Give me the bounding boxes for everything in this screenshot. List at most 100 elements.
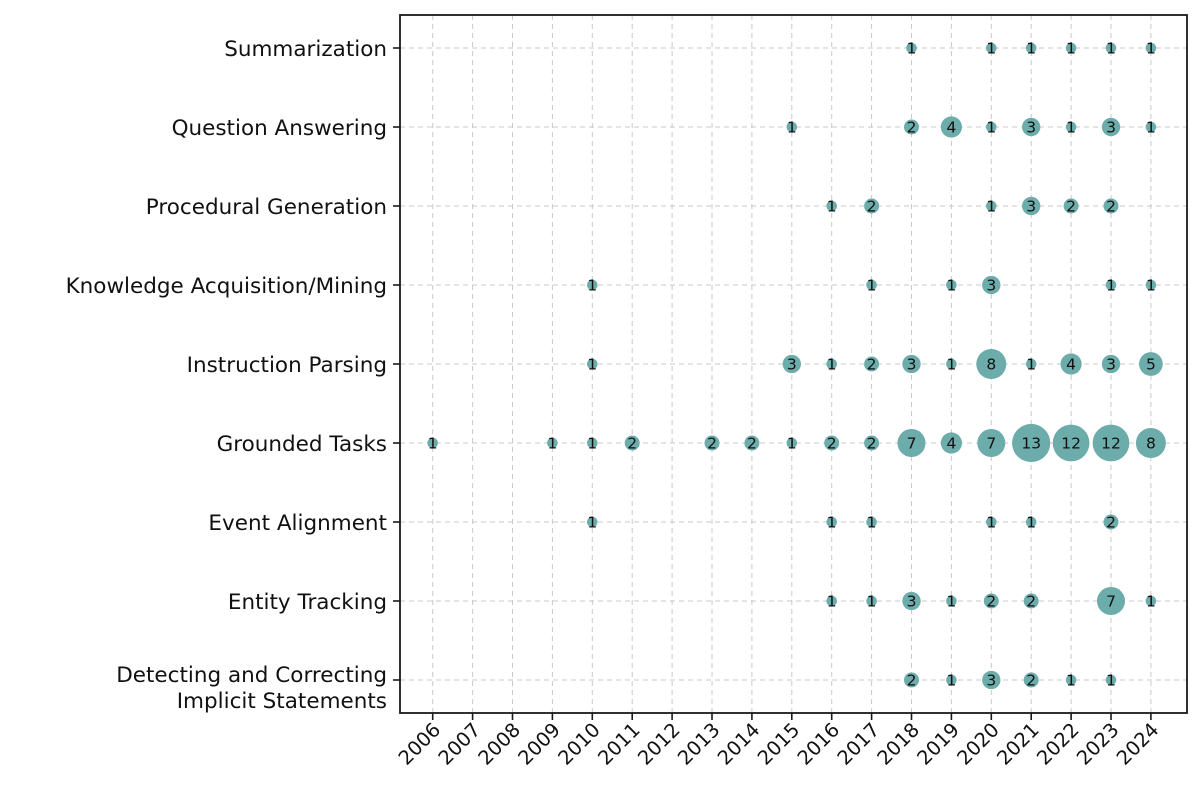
bubble-count-label: 1 (986, 40, 996, 58)
bubble (624, 435, 640, 451)
bubble (1065, 121, 1077, 133)
bubble (1103, 198, 1119, 214)
bubble (864, 435, 880, 451)
bubble (940, 432, 963, 454)
bubble-count-label: 2 (867, 435, 877, 453)
bubble-count-label: 3 (1106, 356, 1116, 374)
bubble-count-label: 7 (907, 435, 917, 453)
bubble-count-label: 4 (946, 119, 956, 137)
bubble-count-label: 2 (986, 593, 996, 611)
bubble-count-label: 1 (1066, 672, 1076, 690)
bubble-count-label: 4 (1066, 356, 1076, 374)
bubble (1025, 516, 1037, 528)
bubble (946, 358, 957, 370)
bubble-count-label: 12 (1061, 435, 1081, 453)
bubble-count-label: 2 (867, 356, 877, 374)
bubble (427, 437, 439, 449)
bubble (1052, 424, 1090, 462)
bubble-count-label: 3 (1026, 198, 1036, 216)
bubble (786, 121, 798, 133)
bubble (1023, 593, 1039, 609)
bubble (1145, 42, 1157, 54)
bubble (1103, 514, 1119, 530)
bubble-count-label: 13 (1021, 435, 1041, 453)
bubble (826, 200, 837, 212)
bubble-count-label: 3 (1106, 119, 1116, 137)
bubble-count-label: 1 (986, 119, 996, 137)
bubble (826, 595, 837, 607)
bubble (864, 356, 880, 372)
bubble (1145, 595, 1157, 607)
bubble (1063, 198, 1079, 214)
bubble (1012, 423, 1051, 463)
bubble (977, 428, 1006, 458)
bubble-count-label: 1 (1026, 356, 1036, 374)
bubble-count-label: 1 (547, 435, 557, 453)
bubble-count-label: 1 (827, 514, 837, 532)
axis-ticks (393, 47, 1152, 720)
bubble (1022, 196, 1041, 216)
bubble-count-label: 3 (986, 672, 996, 690)
x-tick-label: 2012 (633, 718, 684, 769)
bubble (547, 437, 558, 449)
bubble (986, 516, 997, 528)
bubble (866, 279, 877, 291)
bubble (1135, 428, 1166, 458)
y-tick-label: Entity Tracking (228, 590, 387, 615)
bubble (1092, 424, 1130, 462)
bubble (1145, 121, 1157, 133)
x-tick-label: 2017 (833, 718, 884, 769)
x-tick-label: 2011 (593, 718, 644, 769)
bubble-count-label: 1 (787, 435, 797, 453)
y-tick-label: Procedural Generation (146, 195, 387, 220)
bubble (587, 279, 598, 291)
x-tick-label: 2013 (673, 718, 724, 769)
bubble-count-label: 1 (587, 514, 597, 532)
bubble (866, 516, 877, 528)
bubble (587, 437, 598, 449)
bubble (1105, 42, 1117, 54)
bubble-count-label: 5 (1146, 356, 1156, 374)
bubble-count-label: 1 (1146, 277, 1156, 295)
bubble-count-label: 12 (1101, 435, 1121, 453)
x-tick-label: 2018 (873, 718, 924, 769)
bubble (826, 358, 837, 370)
bubble (1105, 674, 1117, 686)
bubble (864, 198, 880, 214)
bubble (744, 435, 760, 451)
bubble-count-label: 2 (1026, 672, 1036, 690)
x-tick-label: 2015 (753, 718, 804, 769)
y-tick-label: Question Answering (172, 116, 387, 141)
bubble (904, 119, 919, 135)
x-tick-label: 2010 (553, 718, 604, 769)
bubble-count-label: 1 (827, 593, 837, 611)
x-tick-label: 2019 (913, 718, 964, 769)
bubble (1025, 42, 1037, 54)
x-tick-label: 2007 (434, 718, 485, 769)
bubble (824, 435, 840, 451)
bubble (1145, 279, 1157, 291)
bubble (587, 358, 598, 370)
bubble-count-label: 1 (1066, 119, 1076, 137)
bubble-count-label: 7 (986, 435, 996, 453)
bubble-count-label: 1 (827, 356, 837, 374)
bubble-count-label: 1 (827, 198, 837, 216)
bubble (786, 437, 798, 449)
x-tick-label: 2014 (713, 718, 764, 769)
bubble-count-label: 1 (1106, 672, 1116, 690)
bubble (982, 275, 1001, 295)
bubble (1065, 42, 1077, 54)
bubble-count-label: 1 (1026, 40, 1036, 58)
bubble-count-label: 8 (1146, 435, 1156, 453)
x-tick-label: 2022 (1032, 718, 1083, 769)
bubble (1096, 586, 1126, 616)
bubble-count-label: 2 (627, 435, 637, 453)
bubble-count-label: 1 (587, 277, 597, 295)
bubble-count-label: 2 (747, 435, 757, 453)
x-tick-labels: 2006200720082009201020112012201320142015… (394, 718, 1164, 769)
bubbles: 1 1 1 1 1 11 2 4 1 3 1 3 11 2 1 3 2 21 1 1 3 1 11 3 1 2 3 1 8 1 4 3 51 1 1… (427, 40, 1166, 690)
x-tick-label: 2016 (793, 718, 844, 769)
bubble-count-label: 2 (867, 198, 877, 216)
bubble (1060, 353, 1082, 375)
